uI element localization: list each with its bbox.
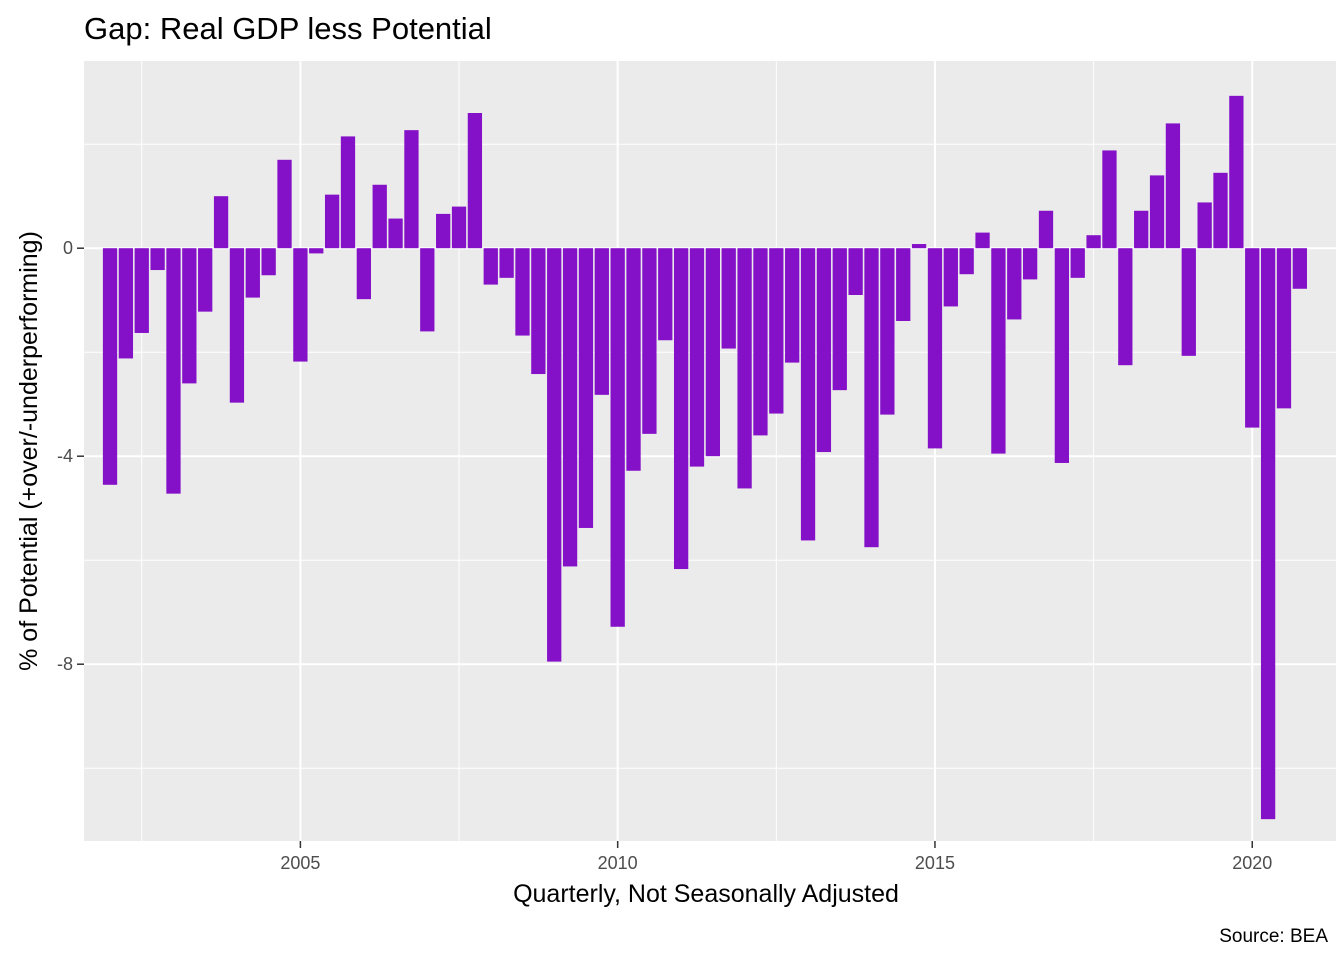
- bar: [927, 248, 943, 449]
- bar: [499, 248, 514, 278]
- bar: [1213, 172, 1228, 249]
- bar: [261, 248, 276, 276]
- bar: [1007, 248, 1022, 320]
- bar: [959, 248, 974, 275]
- bar: [1260, 248, 1276, 820]
- bar: [673, 248, 689, 570]
- bar: [642, 248, 657, 434]
- bar: [1181, 248, 1196, 356]
- bar: [800, 248, 816, 541]
- bar: [689, 248, 705, 467]
- bar: [182, 248, 197, 384]
- bar: [515, 248, 530, 336]
- bar: [594, 248, 609, 395]
- bar: [1086, 235, 1101, 249]
- bar: [832, 248, 847, 391]
- bar: [324, 194, 340, 249]
- y-axis: 0 -4 -8: [57, 238, 84, 674]
- bar: [198, 248, 213, 312]
- bar: [864, 248, 879, 548]
- bar: [309, 248, 324, 254]
- bar: [451, 206, 467, 249]
- x-tick-label: 2020: [1232, 853, 1272, 873]
- bar: [166, 248, 181, 494]
- bar: [118, 248, 134, 359]
- bar: [293, 248, 308, 362]
- bar: [769, 248, 784, 414]
- bar: [245, 248, 260, 298]
- bar: [356, 248, 371, 300]
- bar: [1149, 175, 1165, 249]
- bar: [213, 196, 229, 249]
- x-tick-label: 2015: [915, 853, 955, 873]
- chart-title: Gap: Real GDP less Potential: [84, 11, 492, 46]
- bar: [1134, 210, 1149, 249]
- bar: [943, 248, 958, 307]
- bar: [975, 232, 990, 249]
- bar: [467, 113, 483, 249]
- bar: [1054, 248, 1070, 463]
- x-tick-label: 2005: [280, 853, 320, 873]
- bar: [372, 184, 387, 249]
- bar: [134, 248, 149, 333]
- bar: [753, 248, 768, 436]
- y-tick-label: 0: [63, 238, 73, 258]
- bar: [102, 248, 118, 485]
- bar: [1245, 248, 1260, 428]
- bar: [816, 248, 832, 453]
- bar: [721, 248, 736, 349]
- bar: [277, 159, 292, 249]
- bar: [404, 130, 419, 249]
- bar: [1229, 95, 1244, 249]
- bar: [1070, 248, 1085, 278]
- bar: [658, 248, 673, 341]
- bar: [578, 248, 594, 528]
- bar: [436, 213, 451, 249]
- bar: [483, 248, 498, 285]
- bar: [737, 248, 752, 489]
- y-axis-title: % of Potential (+over/-underperforming): [15, 231, 43, 671]
- bars: [102, 95, 1307, 820]
- bar: [229, 248, 245, 403]
- bar: [388, 218, 403, 249]
- bar: [1038, 210, 1054, 249]
- y-tick-label: -8: [57, 654, 73, 674]
- bar: [150, 248, 165, 271]
- bar: [1165, 123, 1181, 249]
- bar: [1197, 202, 1212, 249]
- bar: [1276, 248, 1292, 409]
- bar: [562, 248, 578, 567]
- bar: [340, 136, 356, 249]
- bar: [911, 244, 927, 249]
- bar: [880, 248, 895, 415]
- bar: [626, 248, 641, 471]
- y-tick-label: -4: [57, 446, 73, 466]
- bar: [848, 248, 863, 295]
- x-axis-title: Quarterly, Not Seasonally Adjusted: [513, 880, 899, 908]
- x-axis: 2005 2010 2015 2020: [280, 841, 1272, 873]
- bar: [547, 248, 562, 662]
- bar: [1118, 248, 1133, 366]
- bar: [420, 248, 435, 332]
- bar: [1023, 248, 1038, 280]
- bar: [1292, 248, 1307, 289]
- bar: [785, 248, 800, 363]
- bar: [1102, 150, 1117, 249]
- x-tick-label: 2010: [598, 853, 638, 873]
- bar: [991, 248, 1006, 454]
- source-caption: Source: BEA: [1219, 926, 1328, 947]
- bar: [896, 248, 911, 321]
- bar: [610, 248, 625, 627]
- bar: [705, 248, 720, 457]
- bar: [531, 248, 546, 375]
